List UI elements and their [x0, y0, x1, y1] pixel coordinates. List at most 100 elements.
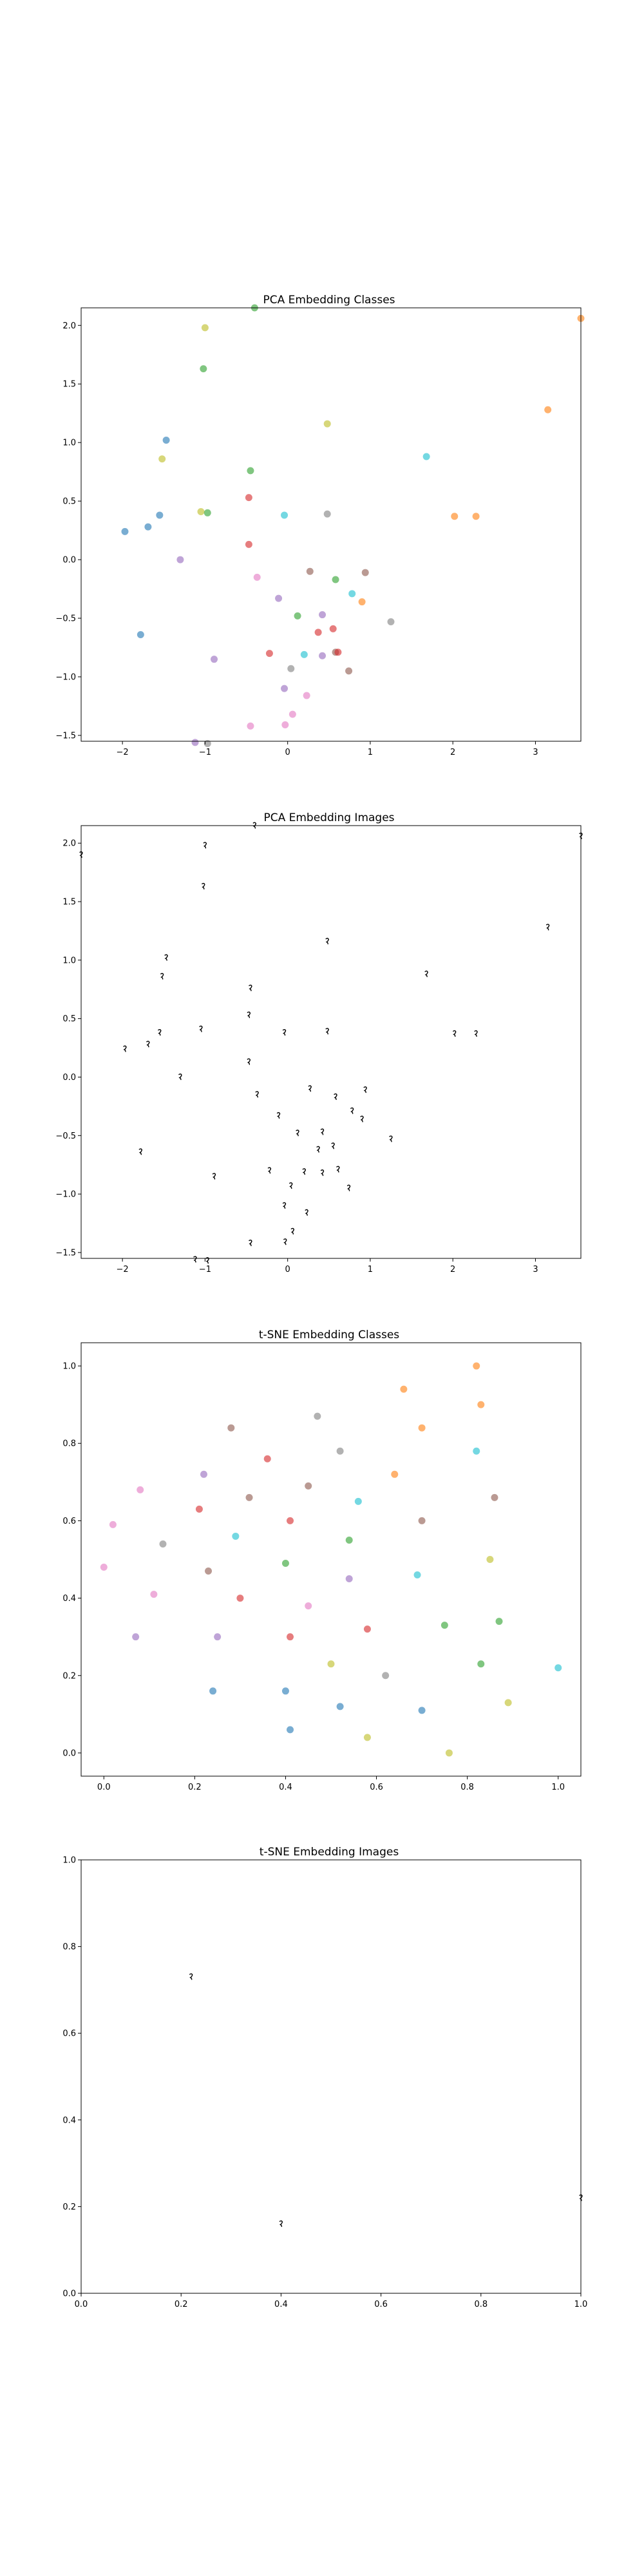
data-point — [247, 722, 254, 730]
image-thumbnail — [325, 1028, 329, 1035]
data-point — [275, 594, 283, 602]
y-tick-label: 2.0 — [62, 321, 76, 331]
data-point — [363, 1625, 371, 1633]
x-tick-label: 0.4 — [279, 1783, 292, 1792]
x-tick-label: −1 — [199, 748, 211, 757]
data-point — [197, 507, 205, 515]
data-point — [345, 1536, 353, 1544]
data-point — [332, 576, 339, 583]
data-point — [363, 1734, 371, 1741]
y-tick-label: 0.0 — [62, 556, 76, 565]
x-tick-label: 0.0 — [97, 1783, 111, 1792]
image-thumbnail — [158, 1028, 162, 1036]
x-tick-label: 2 — [450, 748, 455, 757]
data-point — [236, 1595, 244, 1602]
chart-title: t-SNE Embedding Classes — [259, 1329, 399, 1341]
y-tick-label: 0.4 — [62, 2116, 76, 2125]
y-tick-label: 0.0 — [62, 1073, 76, 1083]
pca-images-panel: PCA Embedding Images −2 −1 0 1 2 3 −1.5 −1.0 −0.… — [55, 811, 583, 1274]
data-point — [281, 1687, 289, 1695]
x-tick-label: 0.8 — [474, 2300, 488, 2309]
data-point — [109, 1520, 117, 1528]
image-thumbnail — [389, 1135, 393, 1142]
image-thumbnail — [296, 1130, 299, 1137]
data-point — [150, 1591, 158, 1598]
chart-title: PCA Embedding Classes — [263, 294, 395, 307]
data-point — [445, 1749, 453, 1757]
data-point — [323, 510, 331, 518]
data-point — [314, 629, 322, 636]
data-point — [306, 567, 314, 575]
data-point — [300, 650, 308, 658]
data-point — [418, 1517, 426, 1524]
image-thumbnail — [424, 971, 428, 978]
data-point — [422, 453, 430, 460]
data-point — [211, 656, 218, 663]
data-point — [472, 513, 480, 520]
y-tick-label: 0.8 — [62, 1439, 76, 1449]
x-tick-label: 0.0 — [75, 2300, 88, 2309]
x-tick-label: 0.4 — [274, 2300, 288, 2309]
data-point — [554, 1664, 562, 1672]
image-thumbnail — [138, 1148, 143, 1155]
x-tick-label: 3 — [533, 748, 538, 757]
y-tick-label: −1.0 — [55, 1190, 76, 1200]
y-tick-label: 1.5 — [62, 898, 76, 907]
image-thumbnail — [203, 842, 207, 849]
data-point — [232, 1532, 240, 1540]
data-point — [495, 1618, 503, 1625]
data-point — [336, 1703, 344, 1710]
image-thumbnail — [267, 1167, 272, 1174]
data-point — [303, 692, 310, 699]
x-tick-label: 0 — [285, 1265, 290, 1274]
chart-title: PCA Embedding Images — [263, 811, 394, 824]
image-thumbnail — [212, 1173, 216, 1180]
image-thumbnail — [146, 1041, 150, 1048]
data-point — [305, 1482, 312, 1490]
y-tick-label: 0.2 — [62, 2202, 76, 2212]
x-tick-label: 1.0 — [574, 2300, 588, 2309]
data-point — [504, 1699, 512, 1707]
x-tick-label: 3 — [533, 1265, 538, 1274]
image-thumbnail — [290, 1227, 295, 1235]
axes-frame — [80, 1342, 582, 1777]
data-point — [354, 1497, 362, 1505]
data-point — [544, 406, 552, 413]
data-point — [144, 523, 152, 531]
data-point — [200, 365, 207, 373]
y-tick-label: −1.5 — [55, 1248, 76, 1258]
x-tick-label: 0.2 — [175, 2300, 188, 2309]
y-tick-label: 0.6 — [62, 1517, 76, 1526]
image-thumbnail — [289, 1182, 293, 1189]
data-point — [294, 612, 301, 620]
image-thumbnail — [160, 972, 164, 980]
image-thumbnail — [205, 1257, 209, 1264]
image-thumbnail — [164, 954, 168, 961]
data-point — [205, 1567, 213, 1575]
data-point — [418, 1424, 426, 1432]
data-point — [265, 650, 273, 658]
image-thumbnail — [308, 1085, 312, 1092]
data-point — [400, 1385, 408, 1393]
data-point — [156, 511, 164, 519]
data-point — [473, 1447, 480, 1455]
data-point — [413, 1571, 421, 1579]
image-thumbnail — [331, 1142, 335, 1150]
data-point — [137, 1486, 144, 1493]
data-point — [334, 649, 342, 656]
image-thumbnail — [249, 984, 252, 992]
x-tick-label: −2 — [117, 1265, 129, 1274]
data-point — [329, 625, 337, 632]
tsne-classes-panel: t-SNE Embedding Classes 0.0 0.2 0.4 0.6 0.8 1… — [62, 1329, 582, 1792]
image-thumbnail — [247, 1011, 251, 1018]
y-tick-label: −1.0 — [55, 672, 76, 682]
y-tick-label: 0.5 — [62, 1014, 76, 1024]
axes-frame — [80, 307, 582, 742]
x-tick-label: −1 — [199, 1265, 211, 1274]
data-point — [391, 1470, 399, 1478]
data-point — [287, 1633, 294, 1641]
image-thumbnail — [276, 1112, 281, 1119]
pca-classes-panel: PCA Embedding Classes −2 −1 0 1 2 3 −1.5 −1.0 −0… — [55, 294, 585, 757]
data-point — [247, 467, 254, 475]
